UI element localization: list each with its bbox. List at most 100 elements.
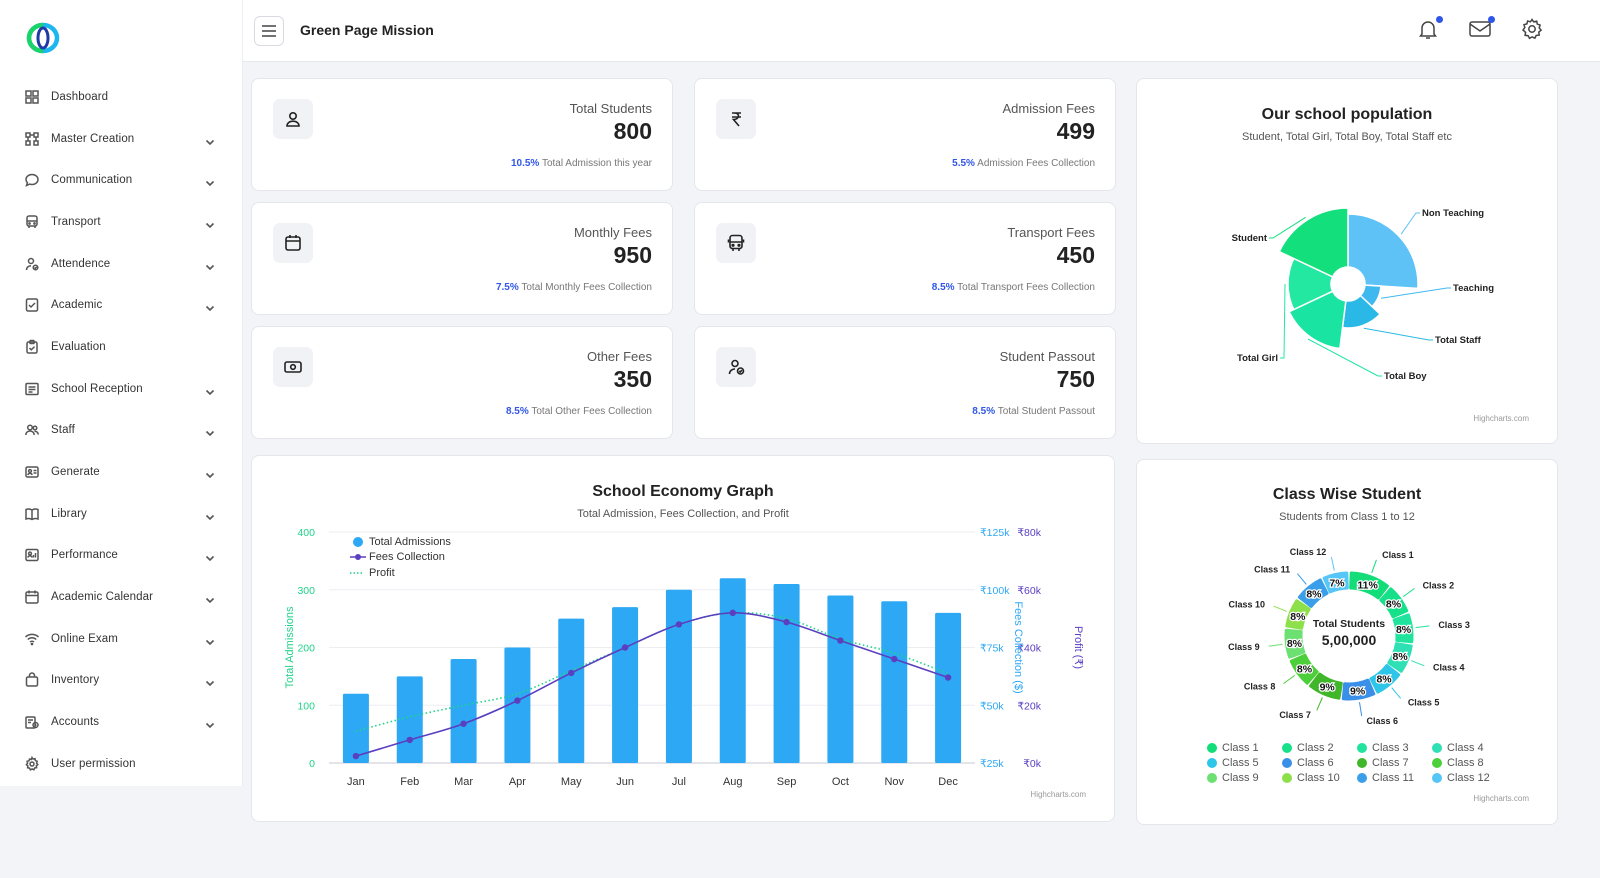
fees-collection-point[interactable] [675, 621, 683, 628]
class-legend-item[interactable]: Class 9 [1207, 772, 1282, 784]
chart-credit[interactable]: Highcharts.com [1030, 790, 1086, 799]
settings-button[interactable] [1520, 17, 1546, 43]
legend-item-profit[interactable]: Profit [350, 565, 451, 581]
class-legend-item[interactable]: Class 11 [1357, 772, 1432, 784]
legend-item-admissions[interactable]: Total Admissions [353, 534, 451, 550]
class-slice[interactable] [1387, 642, 1413, 673]
menu-toggle-button[interactable] [254, 16, 284, 46]
class-slice[interactable] [1341, 678, 1376, 701]
sidebar-item-school-reception[interactable]: School Reception [0, 368, 243, 410]
fees-collection-point[interactable] [460, 720, 467, 727]
admissions-bar[interactable] [881, 601, 908, 763]
sidebar-item-staff[interactable]: Staff [0, 410, 243, 452]
stat-card-monthly-fees[interactable]: Monthly Fees 950 7.5% Total Monthly Fees… [251, 202, 673, 315]
admissions-bar[interactable] [827, 595, 854, 763]
notifications-button[interactable] [1416, 16, 1443, 43]
chevron-down-icon[interactable] [205, 217, 215, 229]
chevron-down-icon[interactable] [205, 467, 215, 479]
chevron-down-icon[interactable] [205, 300, 215, 312]
chevron-down-icon[interactable] [205, 509, 215, 520]
fees-collection-point[interactable] [352, 752, 360, 760]
chart-credit[interactable]: Highcharts.com [1473, 414, 1529, 423]
class-legend-item[interactable]: Class 12 [1432, 772, 1507, 784]
class-slice[interactable] [1349, 571, 1389, 600]
sidebar-item-dashboard[interactable]: Dashboard [0, 76, 243, 118]
admissions-bar[interactable] [935, 612, 962, 763]
admissions-bar[interactable] [665, 589, 692, 763]
class-slice[interactable] [1289, 653, 1319, 685]
sidebar-item-transport[interactable]: Transport [0, 201, 243, 243]
admissions-bar[interactable] [342, 693, 369, 763]
sidebar-item-user-permission[interactable]: User permission [0, 743, 243, 785]
class-slice[interactable] [1285, 599, 1311, 630]
admissions-bar[interactable] [396, 676, 423, 763]
class-legend-item[interactable]: Class 2 [1282, 742, 1357, 754]
class-slice[interactable] [1369, 664, 1401, 694]
fees-collection-point[interactable] [729, 609, 736, 617]
class-slice[interactable] [1297, 578, 1329, 608]
chevron-down-icon[interactable] [205, 384, 215, 395]
sidebar-item-academic-calendar[interactable]: Academic Calendar [0, 576, 243, 618]
class-slice[interactable] [1284, 628, 1306, 659]
class-legend-item[interactable]: Class 1 [1207, 742, 1282, 754]
sidebar-item-library[interactable]: Library [0, 493, 243, 535]
legend-item-fees[interactable]: Fees Collection [350, 550, 451, 566]
fees-collection-point[interactable] [514, 697, 521, 704]
sidebar-item-inventory[interactable]: Inventory [0, 660, 243, 702]
admissions-bar[interactable] [558, 618, 585, 763]
class-slice[interactable] [1392, 613, 1414, 644]
sidebar-item-academic[interactable]: Academic [0, 284, 243, 326]
class-legend-item[interactable]: Class 5 [1207, 757, 1282, 769]
sidebar-item-online-exam[interactable]: Online Exam [0, 618, 243, 660]
class-legend-item[interactable]: Class 6 [1282, 757, 1357, 769]
sidebar-item-performance[interactable]: Performance [0, 535, 243, 577]
class-legend-item[interactable]: Class 10 [1282, 772, 1357, 784]
population-slice[interactable] [1347, 213, 1419, 290]
stat-card-admission-fees[interactable]: Admission Fees 499 5.5% Admission Fees C… [694, 78, 1116, 191]
class-legend-item[interactable]: Class 4 [1432, 742, 1507, 754]
chevron-down-icon[interactable] [205, 717, 215, 729]
stat-card-other-fees[interactable]: Other Fees 350 8.5% Total Other Fees Col… [251, 326, 673, 439]
fees-collection-point[interactable] [944, 674, 952, 681]
class-legend-item[interactable]: Class 7 [1357, 757, 1432, 769]
chevron-down-icon[interactable] [205, 175, 215, 187]
fees-collection-line[interactable] [355, 612, 949, 757]
chevron-down-icon[interactable] [205, 134, 215, 145]
chevron-down-icon[interactable] [205, 634, 215, 645]
class-slice[interactable] [1379, 587, 1409, 619]
chevron-down-icon[interactable] [205, 425, 215, 437]
admissions-bar[interactable] [773, 583, 800, 763]
chart-credit[interactable]: Highcharts.com [1473, 794, 1529, 803]
class-slice[interactable] [1309, 672, 1343, 700]
admissions-bar[interactable] [612, 607, 639, 763]
chevron-down-icon[interactable] [205, 675, 215, 687]
stat-card-total-students[interactable]: Total Students 800 10.5% Total Admission… [251, 78, 673, 191]
fees-collection-point[interactable] [568, 669, 575, 677]
admissions-bar[interactable] [504, 647, 531, 764]
chevron-down-icon[interactable] [205, 592, 215, 604]
admissions-bar[interactable] [450, 659, 477, 763]
fees-collection-point[interactable] [783, 618, 790, 626]
sidebar-item-master-creation[interactable]: Master Creation [0, 118, 243, 160]
sidebar-item-evaluation[interactable]: Evaluation [0, 326, 243, 368]
class-legend-item[interactable]: Class 8 [1432, 757, 1507, 769]
population-slice[interactable] [1278, 207, 1349, 278]
messages-button[interactable] [1468, 16, 1495, 43]
profit-line[interactable] [355, 611, 949, 733]
sidebar-item-accounts[interactable]: Accounts [0, 701, 243, 743]
fees-collection-point[interactable] [406, 736, 413, 744]
chevron-down-icon[interactable] [205, 550, 215, 562]
fees-collection-point[interactable] [837, 637, 844, 644]
sidebar-item-attendence[interactable]: Attendence [0, 243, 243, 285]
sidebar-item-communication[interactable]: Communication [0, 159, 243, 201]
app-logo-icon[interactable] [26, 22, 60, 54]
fees-collection-point[interactable] [621, 644, 629, 651]
class-slice[interactable] [1322, 571, 1349, 594]
fees-collection-point[interactable] [891, 655, 898, 663]
sidebar-item-generate[interactable]: Generate [0, 451, 243, 493]
stat-card-student-passout[interactable]: Student Passout 750 8.5% Total Student P… [694, 326, 1116, 439]
admissions-bar[interactable] [719, 578, 746, 763]
class-legend-item[interactable]: Class 3 [1357, 742, 1432, 754]
chevron-down-icon[interactable] [205, 259, 215, 270]
stat-card-transport-fees[interactable]: Transport Fees 450 8.5% Total Transport … [694, 202, 1116, 315]
